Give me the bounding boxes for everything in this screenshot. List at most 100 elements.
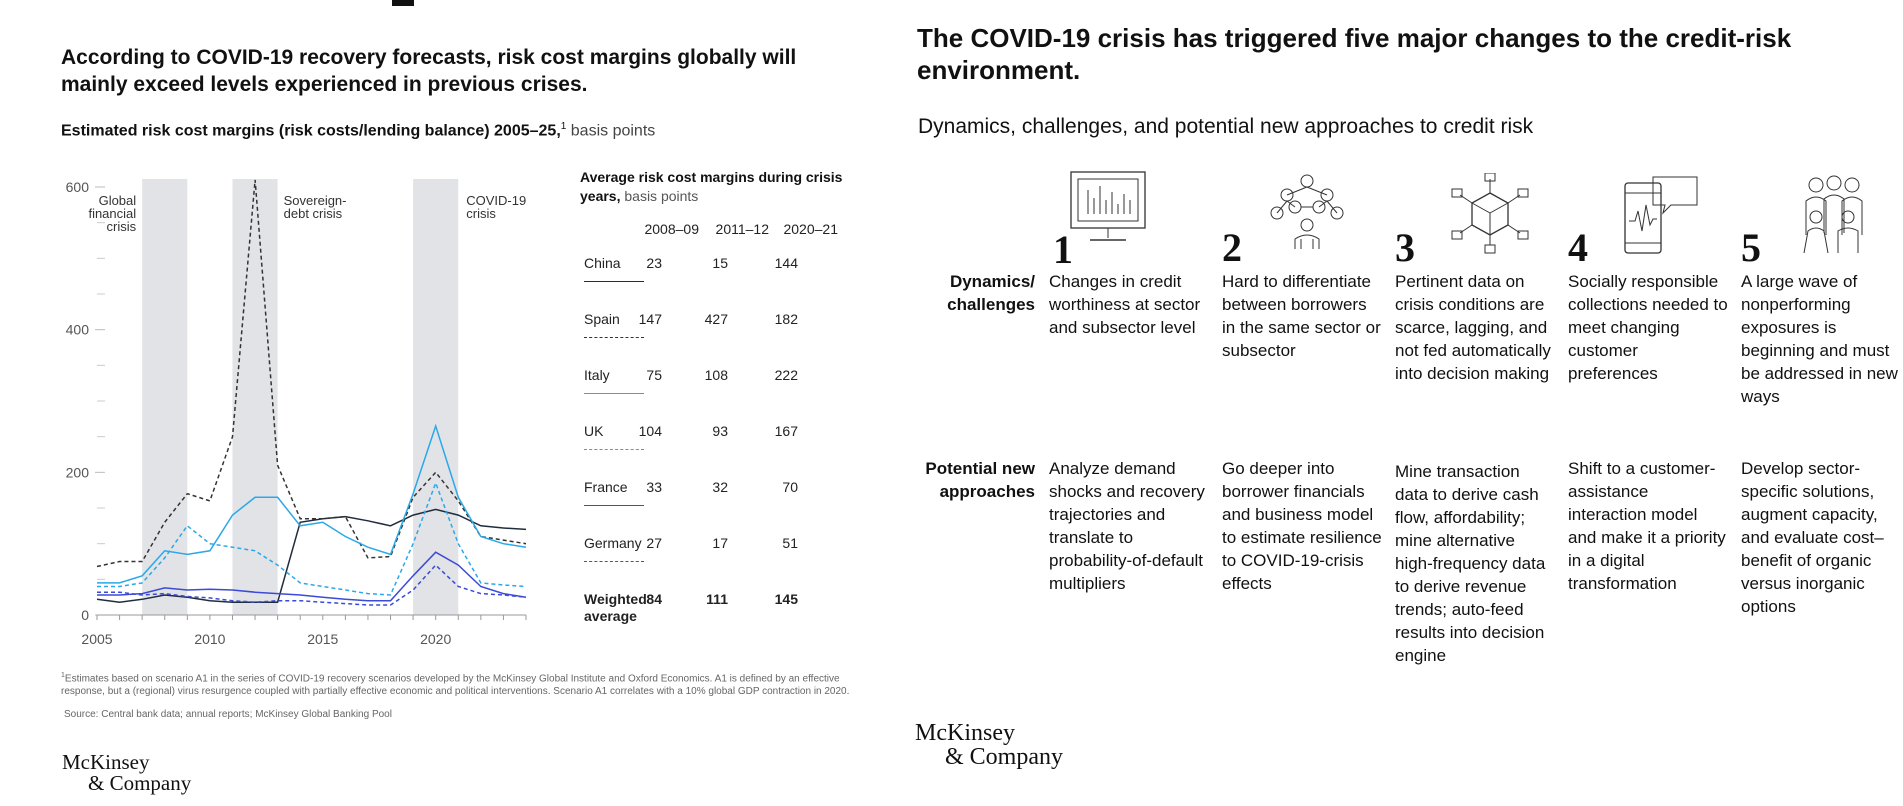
right-subtitle: Dynamics, challenges, and potential new … (918, 115, 1534, 138)
table-cell: 147 (638, 311, 662, 327)
table-cell: 144 (774, 255, 798, 271)
table-cell: 93 (712, 423, 728, 439)
change-approach: Develop sector-specific solutions, augme… (1741, 459, 1884, 616)
band-label: financial (88, 206, 136, 221)
table-row-label: Germany (584, 535, 642, 551)
chart-subtitle-footnote-mark: 1 (560, 121, 567, 132)
table-cell: 182 (774, 311, 798, 327)
table-cell: 33 (646, 479, 662, 495)
change-approach: Shift to a customer-assistance interacti… (1568, 459, 1726, 593)
data-cube-icon (1451, 173, 1529, 254)
avg-table-title: Average risk cost margins during crisis … (580, 168, 880, 206)
table-cell: 23 (646, 255, 662, 271)
x-tick-label: 2015 (307, 631, 338, 647)
change-approach: Mine transaction data to derive cash flo… (1395, 462, 1546, 665)
y-tick-label: 200 (66, 464, 90, 480)
table-cell: 222 (774, 367, 798, 383)
top-mark (392, 0, 414, 6)
right-headline: The COVID-19 crisis has triggered five m… (917, 23, 1792, 85)
chart-subtitle-units: basis points (566, 122, 656, 140)
network-people-icon (1270, 174, 1344, 249)
table-legend-line (584, 337, 644, 338)
series-line-uk (97, 480, 527, 596)
table-legend-line (584, 561, 644, 562)
right-panel: The COVID-19 crisis has triggered five m… (880, 0, 1903, 806)
table-cell: 70 (782, 479, 798, 495)
left-headline: According to COVID-19 recovery forecasts… (61, 46, 797, 96)
band-label: Sovereign- (284, 193, 347, 208)
table-cell: 167 (774, 423, 798, 439)
table-cell: 15 (712, 255, 728, 271)
line-chart: 0 200 400 600 2005 2010 2015 2020 Globalfinancia… (66, 179, 527, 647)
table-cell: 108 (704, 367, 728, 383)
change-number: 3 (1395, 225, 1415, 270)
change-challenge: Changes in credit worthiness at sector a… (1049, 272, 1201, 337)
change-number: 2 (1222, 225, 1242, 270)
logo-line-1: McKinsey (62, 750, 150, 774)
left-panel: According to COVID-19 recovery forecasts… (0, 0, 880, 806)
table-cell: 51 (782, 535, 798, 551)
logo-line-2: & Company (88, 771, 192, 795)
series-line-france (97, 551, 527, 602)
crisis-band (142, 179, 188, 615)
phone-chat-icon (1624, 176, 1698, 254)
band-label: Global (99, 193, 137, 208)
table-legend-line (584, 281, 644, 282)
y-tick-label: 0 (81, 607, 89, 623)
table-cell: 104 (638, 423, 662, 439)
table-cell: 27 (646, 535, 662, 551)
change-challenge: Pertinent data on crisis conditions are … (1395, 272, 1551, 383)
table-col-2008: 2008–09 (644, 221, 699, 237)
table-col-2011: 2011–12 (715, 221, 769, 237)
people-group-icon (1803, 175, 1863, 254)
footnote-mark: 1 (61, 672, 65, 679)
y-tick-label: 600 (66, 179, 90, 195)
source-note: Source: Central bank data; annual report… (64, 709, 392, 720)
crisis-band (232, 179, 278, 615)
table-cell: 75 (646, 367, 662, 383)
change-challenge: Socially responsible collections needed … (1568, 272, 1728, 383)
band-label: crisis (466, 206, 496, 221)
table-col-2020: 2020–21 (783, 221, 838, 237)
table-cell: 84 (646, 591, 662, 607)
change-approach: Analyze demand shocks and recovery traje… (1049, 459, 1205, 593)
table-cell: 32 (712, 479, 728, 495)
table-cell: 427 (704, 311, 728, 327)
table-legend-line (584, 393, 644, 394)
table-cell: 145 (774, 591, 798, 607)
table-legend-line (584, 449, 644, 450)
x-tick-label: 2020 (420, 631, 451, 647)
table-cell: 17 (712, 535, 728, 551)
crisis-band (413, 179, 459, 615)
table-row-label: France (584, 479, 628, 495)
table-row-label: Spain (584, 311, 620, 327)
table-row-label: UK (584, 423, 604, 439)
x-tick-label: 2010 (194, 631, 225, 647)
avg-table-title-units: basis points (620, 188, 699, 204)
change-number: 1 (1053, 227, 1073, 272)
change-approach: Go deeper into borrower financials and b… (1222, 459, 1382, 593)
avg-table-title-main: Average risk cost margins during crisis … (580, 169, 843, 204)
change-number: 4 (1568, 225, 1588, 270)
change-challenge: Hard to differentiate between borrowers … (1222, 272, 1381, 360)
band-label: debt crisis (284, 206, 343, 221)
band-label: COVID-19 (466, 193, 526, 208)
logo-right-line-2: & Company (945, 744, 1063, 770)
mckinsey-logo: McKinsey & Company (62, 752, 191, 794)
row-head-approaches: Potential new approaches (925, 459, 1035, 501)
series-line-china (96, 508, 527, 603)
table-legend-line (584, 505, 644, 506)
mckinsey-logo-right: McKinsey & Company (915, 721, 1063, 769)
table-row-label: Weighted average (584, 591, 647, 624)
y-tick-label: 400 (66, 322, 90, 338)
monitor-chart-icon (1070, 171, 1146, 241)
footnote-text: Estimates based on scenario A1 in the se… (61, 673, 850, 698)
change-number: 5 (1741, 225, 1761, 270)
table-row-label: China (584, 255, 621, 271)
row-head-dynamics: Dynamics/ challenges (947, 272, 1035, 314)
table-row-label: Italy (584, 367, 610, 383)
chart-subtitle: Estimated risk cost margins (risk costs/… (61, 121, 655, 140)
band-label: crisis (107, 219, 137, 234)
footnote: 1Estimates based on scenario A1 in the s… (61, 669, 851, 698)
table-cell: 111 (706, 591, 728, 607)
